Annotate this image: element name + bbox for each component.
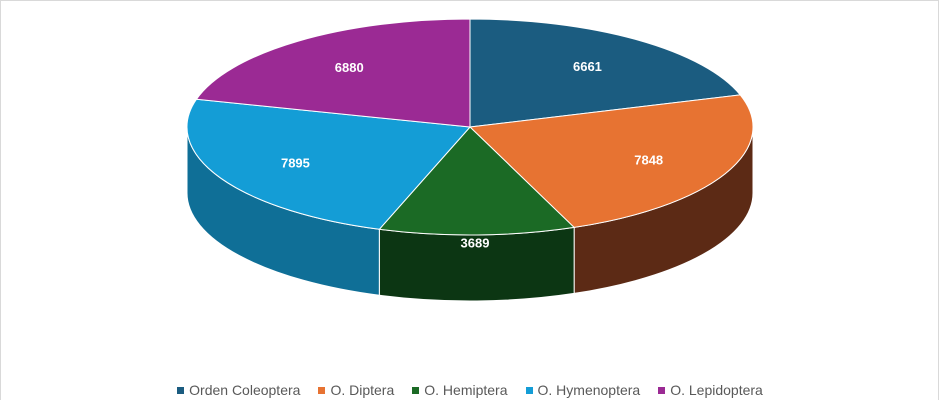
data-label-orden-coleoptera: 6661 [573,59,602,74]
legend-label: O. Diptera [330,382,395,398]
legend-swatch [318,386,326,394]
legend-label: Orden Coleoptera [189,382,301,398]
pie-slice-orden-coleoptera[interactable] [469,18,742,128]
legend-item-orden-coleoptera[interactable]: Orden Coleoptera [177,382,300,398]
legend-item-o-diptera[interactable]: O. Diptera [318,382,394,398]
legend-item-o-hemiptera[interactable]: O. Hemiptera [412,382,508,398]
legend-item-o-hymenoptera[interactable]: O. Hymenoptera [525,382,641,398]
legend-label: O. Lepidoptera [670,382,763,398]
legend-label: O. Hymenoptera [537,382,641,398]
legend-label: O. Hemiptera [424,382,508,398]
legend-swatch [658,386,666,394]
data-label-o-hemiptera: 3689 [461,236,490,251]
legend-swatch [177,386,185,394]
legend-item-o-lepidoptera[interactable]: O. Lepidoptera [658,382,763,398]
pie-chart: 6661 7848 3689 7895 6880 [186,18,754,302]
pie-slice-o-hymenoptera[interactable] [186,98,472,230]
legend-swatch [525,386,533,394]
pie-slice-o-hemiptera[interactable] [378,126,576,236]
pie-slice-o-diptera[interactable] [468,94,754,228]
data-label-o-hymenoptera: 7895 [281,156,310,171]
legend-swatch [412,386,420,394]
legend: Orden Coleoptera O. Diptera O. Hemiptera O.… [0,380,940,400]
pie-slice-o-lepidoptera[interactable] [195,18,471,128]
data-label-o-lepidoptera: 6880 [335,60,364,75]
data-label-o-diptera: 7848 [634,153,663,168]
